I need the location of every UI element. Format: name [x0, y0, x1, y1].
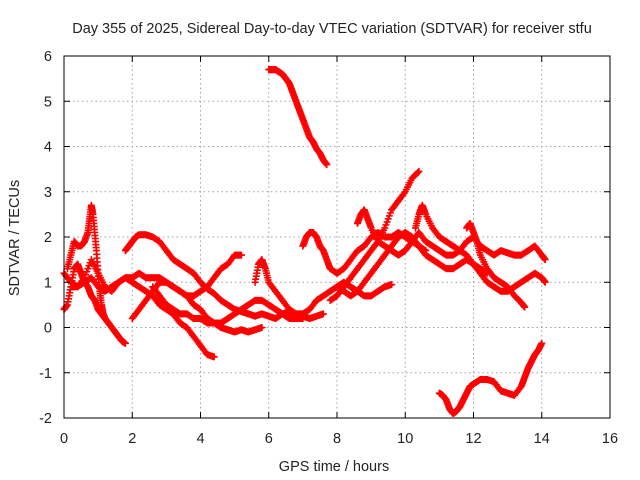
series-arc-08	[251, 256, 396, 318]
data-point	[258, 324, 266, 331]
x-axis-label: GPS time / hours	[279, 459, 389, 475]
series-arc-07	[149, 283, 307, 327]
series-arc-14	[411, 201, 549, 295]
y-tick-label: 4	[44, 140, 52, 156]
data-point	[541, 256, 549, 264]
y-tick-label: 3	[44, 185, 52, 201]
y-axis-label: SDTVAR / TECUs	[7, 180, 23, 296]
data-point	[323, 161, 331, 169]
data-point	[400, 189, 408, 197]
x-tick-label: 4	[196, 431, 204, 447]
x-tick-label: 6	[265, 431, 273, 447]
series-arc-16	[463, 219, 529, 311]
y-tick-label: 0	[44, 321, 52, 337]
y-tick-label: 1	[44, 275, 52, 291]
data-point	[538, 339, 546, 347]
chart-title: Day 355 of 2025, Sidereal Day-to-day VTE…	[72, 21, 592, 37]
series-arc-15	[435, 339, 546, 417]
axis-ticks	[63, 55, 611, 419]
data-point	[541, 278, 549, 286]
y-tick-label: 6	[44, 49, 52, 65]
x-tick-label: 14	[534, 431, 550, 447]
data-point	[521, 303, 529, 311]
data-points	[60, 66, 549, 417]
data-point	[319, 310, 327, 318]
y-tick-labels: -2 -1 0 1 2 3 4 5 6	[39, 49, 52, 427]
data-point	[121, 339, 129, 347]
x-tick-label: 10	[397, 431, 413, 447]
y-tick-label: 2	[44, 230, 52, 246]
data-point	[414, 169, 422, 177]
series-arc-09	[265, 66, 331, 169]
series-arc-04	[67, 251, 245, 300]
series-arc-03	[63, 201, 109, 322]
x-tick-label: 0	[60, 431, 68, 447]
y-tick-label: 5	[44, 94, 52, 110]
x-tick-label: 12	[465, 431, 481, 447]
data-point	[388, 281, 396, 289]
data-point	[210, 353, 218, 361]
x-tick-label: 8	[333, 431, 341, 447]
x-tick-labels: 0 2 4 6 8 10 12 14 16	[60, 431, 618, 447]
x-tick-label: 2	[128, 431, 136, 447]
data-point	[415, 167, 423, 175]
y-tick-label: -2	[39, 411, 52, 427]
data-point	[101, 314, 109, 322]
y-tick-label: -1	[39, 366, 52, 382]
x-tick-label: 16	[602, 431, 618, 447]
data-point	[237, 251, 245, 259]
